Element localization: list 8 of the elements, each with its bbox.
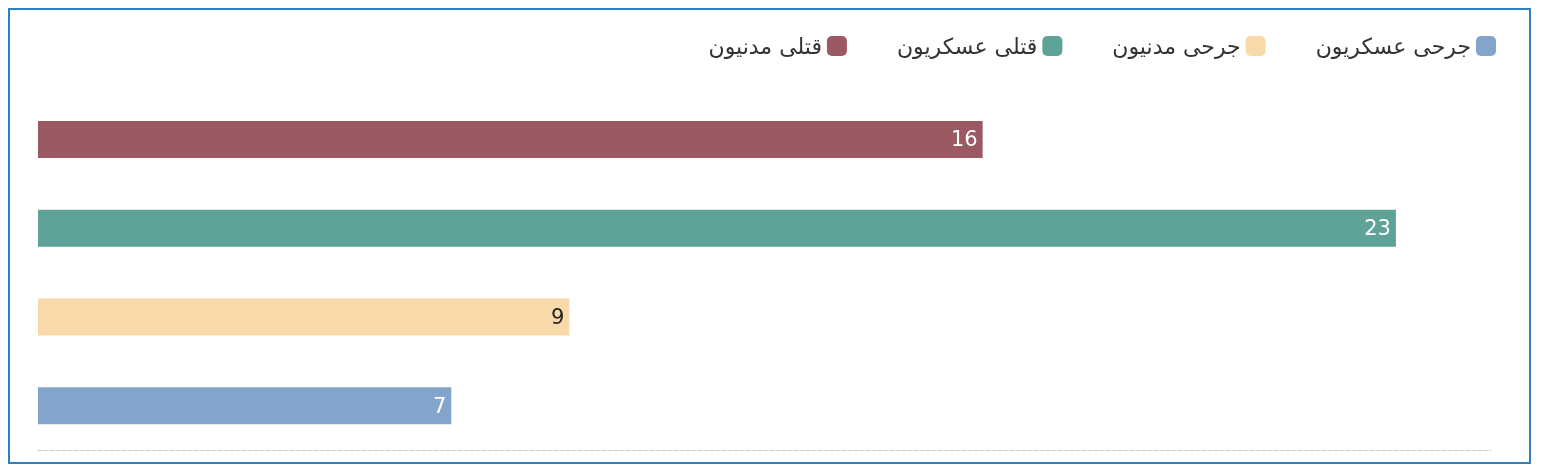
legend-label: جرحى عسكريون [1315, 33, 1471, 59]
data-label: 9 [550, 304, 565, 329]
legend-label: جرحى مدنيون [1112, 33, 1241, 59]
legend-label: قتلى مدنيون [708, 33, 822, 59]
data-label: 23 [1364, 216, 1391, 241]
data-label: 16 [950, 127, 978, 152]
data-label: 7 [432, 393, 447, 418]
legend-label: قتلى عسكريون [896, 33, 1038, 59]
